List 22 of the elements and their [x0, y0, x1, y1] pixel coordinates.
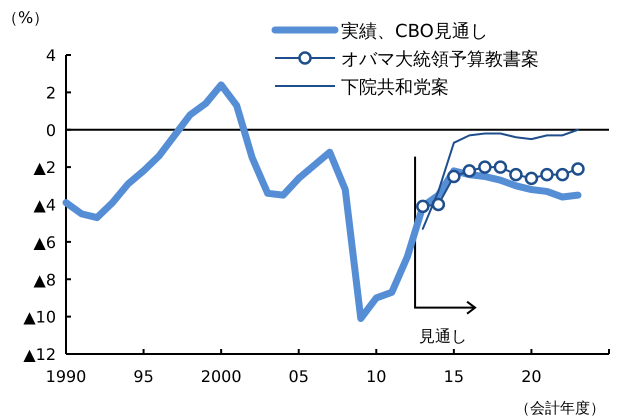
y-tick-label: ▲2	[34, 158, 56, 178]
y-axis-title: （%）	[2, 8, 50, 27]
y-tick-label: ▲6	[34, 232, 56, 252]
x-tick-label: 2000	[200, 367, 242, 386]
x-tick-label: 20	[521, 367, 542, 386]
x-tick-label: 10	[366, 367, 386, 386]
y-tick-label: ▲12	[23, 345, 56, 364]
x-tick-label: 05	[288, 367, 309, 386]
y-tick-label: ▲4	[34, 196, 56, 214]
y-tick-label: 4	[46, 46, 56, 65]
ref-line-label: 見通し	[419, 326, 468, 346]
legend-label: オバマ大統領予算教書案	[341, 49, 539, 70]
x-tick-label: 95	[133, 367, 154, 386]
x-tick-label: 1990	[46, 367, 86, 386]
y-tick-label: 0	[46, 120, 56, 140]
x-tick-label: 15	[444, 367, 464, 386]
legend-label: 下院共和党案	[341, 77, 449, 98]
y-tick-label: ▲8	[34, 270, 56, 290]
legend-label: 実績、CBO見通し	[341, 21, 488, 42]
x-axis-title: （会計年度）	[515, 399, 605, 416]
y-tick-label: 2	[46, 83, 56, 102]
y-tick-label: ▲10	[23, 308, 56, 327]
